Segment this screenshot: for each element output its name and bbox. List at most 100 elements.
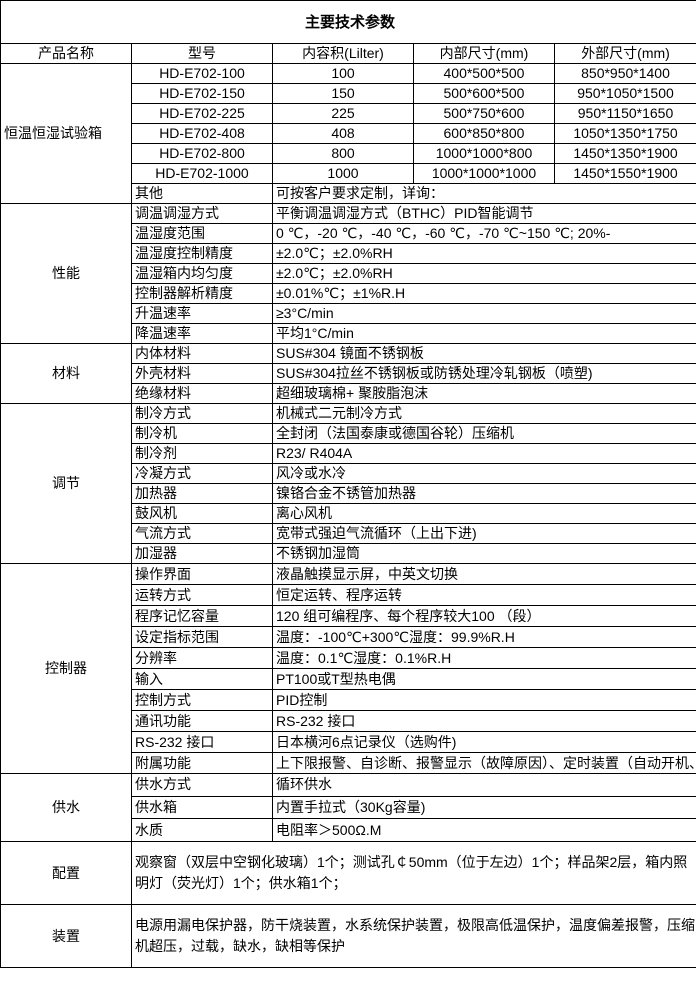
table-row: 供水 供水方式 循环供水	[0, 772, 696, 843]
row-value: 120 组可编程序、每个程序较大100 （段）	[271, 605, 696, 627]
table-row: 气流方式 宽带式强迫气流循环（上出下进)	[1, 523, 696, 544]
product-name: 恒温恒湿试验箱	[0, 63, 132, 204]
row-value: 内置手拉式（30Kg容量)	[271, 795, 696, 820]
row-label: 气流方式	[131, 523, 273, 544]
table-row: 材料 内体材料 SUS#304 镜面不锈钢板	[0, 343, 696, 404]
model-cell: 1450*1350*1900	[553, 143, 696, 164]
model-cell: 1000	[272, 163, 414, 184]
table-row: 温湿度控制精度 ±2.0℃；±2.0%RH	[1, 243, 696, 264]
model-cell: 850*950*1400	[553, 63, 696, 84]
row-label: 加湿器	[131, 543, 273, 564]
row-label: 调温调湿方式	[131, 203, 273, 224]
model-cell: 1000*1000*1000	[413, 163, 555, 184]
table-row: 其他 可按客户要求定制，详询：	[1, 183, 696, 204]
table-row: 外壳材料 SUS#304拉丝不锈钢板或防锈处理冷轧钢板（喷塑)	[1, 363, 696, 384]
section-label: 配置	[0, 841, 132, 906]
table-row: 调节 制冷方式 机械式二元制冷方式	[0, 403, 696, 564]
table-row: HD-E702-408 408 600*850*800 1050*1350*1750	[1, 123, 696, 144]
row-label: 加热器	[131, 483, 273, 504]
table-row: 附属功能上下限报警、自诊断、报警显示（故障原因）、定时装置（自动开机、关机）、相…	[1, 752, 696, 774]
column-header: 内部尺寸(mm)	[413, 43, 555, 64]
row-label: 供水方式	[131, 773, 273, 797]
table-row: 控制器 操作界面 液晶触摸显示屏，中英文切换	[0, 563, 696, 774]
row-label: 温湿度范围	[131, 223, 273, 244]
row-value: 电阻率＞500Ω.M	[271, 818, 696, 843]
table-row: 制冷机 全封闭（法国泰康或德国谷轮）压缩机	[1, 423, 696, 444]
row-label: 输入	[131, 668, 273, 690]
row-label: 附属功能	[131, 752, 273, 774]
header-row: 产品名称 型号 内容积(Lilter) 内部尺寸(mm) 外部尺寸(mm)	[0, 43, 696, 64]
row-label: 制冷剂	[131, 443, 273, 464]
table-row: 冷凝方式 风冷或水冷	[1, 463, 696, 484]
row-label: 运转方式	[131, 584, 273, 606]
row-label: 分辨率	[131, 647, 273, 669]
row-label: 程序记忆容量	[131, 605, 273, 627]
row-label: 内体材料	[131, 343, 273, 364]
row-value: 超细玻璃棉+ 聚胺脂泡沫	[271, 383, 696, 404]
row-label: 控制方式	[131, 689, 273, 711]
row-value: RS-232 接口	[271, 710, 696, 732]
row-label: 温湿度控制精度	[131, 243, 273, 264]
row-value: 可按客户要求定制，详询：	[271, 183, 696, 204]
row-value: 不锈钢加湿筒	[271, 543, 696, 564]
config-row: 配置 观察窗（双层中空钢化玻璃）1个；测试孔￠50mm（位于左边）1个；样品架2层…	[0, 841, 696, 906]
section-label: 供水	[0, 772, 132, 843]
spec-table: 主要技术参数 产品名称 型号 内容积(Lilter) 内部尺寸(mm) 外部尺寸(mm) 恒…	[0, 0, 696, 969]
row-value: 机械式二元制冷方式	[271, 403, 696, 424]
row-label: 绝缘材料	[131, 383, 273, 404]
row-value: ≥3°C/min	[271, 303, 696, 324]
model-cell: 408	[272, 123, 414, 144]
model-cell: HD-E702-1000	[131, 163, 273, 184]
row-value: ±2.0℃；±2.0%RH	[271, 263, 696, 284]
section-label: 性能	[0, 203, 132, 344]
column-header: 产品名称	[0, 43, 132, 64]
row-label: 制冷机	[131, 423, 273, 444]
model-cell: 1450*1550*1900	[553, 163, 696, 184]
row-value: 风冷或水冷	[271, 463, 696, 484]
page-title: 主要技术参数	[0, 0, 696, 44]
row-value: 全封闭（法国泰康或德国谷轮）压缩机	[271, 423, 696, 444]
row-label: 冷凝方式	[131, 463, 273, 484]
column-header: 外部尺寸(mm)	[553, 43, 696, 64]
model-cell: 225	[272, 103, 414, 124]
table-row: HD-E702-800 800 1000*1000*800 1450*1350*190…	[1, 143, 696, 164]
row-value: 平均1°C/min	[271, 323, 696, 344]
model-cell: 950*1150*1650	[553, 103, 696, 124]
row-label: 通讯功能	[131, 710, 273, 732]
config-text: 观察窗（双层中空钢化玻璃）1个；测试孔￠50mm（位于左边）1个；样品架2层，箱…	[130, 841, 696, 906]
row-label: 制冷方式	[131, 403, 273, 424]
row-value: 平衡调温调湿方式（BTHC）PID智能调节	[271, 203, 696, 224]
row-value: 温度：0.1℃湿度：0.1%R.H	[271, 647, 696, 669]
row-value: 0 ℃，-20 ℃，-40 ℃，-60 ℃，-70 ℃~150 ℃; 20%-	[271, 223, 696, 244]
row-label: 鼓风机	[131, 503, 273, 524]
table-row: 性能 调温调湿方式 平衡调温调湿方式（BTHC）PID智能调节	[0, 203, 696, 344]
model-cell: 400*500*500	[413, 63, 555, 84]
row-value: PID控制	[271, 689, 696, 711]
row-label: 温湿箱内均匀度	[131, 263, 273, 284]
row-label: 水质	[131, 818, 273, 843]
row-value: SUS#304 镜面不锈钢板	[271, 343, 696, 364]
row-label: 升温速率	[131, 303, 273, 324]
devices-text: 电源用漏电保护器，防干烧装置，水系统保护装置，极限高低温保护，温度偏差报警，压缩…	[130, 904, 696, 969]
row-value: 温度：-100℃+300℃湿度：99.9%R.H	[271, 626, 696, 648]
row-label: RS-232 接口	[131, 731, 273, 753]
table-row: 控制方式 PID控制	[1, 689, 696, 711]
model-cell: HD-E702-150	[131, 83, 273, 104]
table-row: 恒温恒湿试验箱 HD-E702-100 100 400*500*500 850*950*…	[0, 63, 696, 204]
row-value: R23/ R404A	[271, 443, 696, 464]
row-label: 设定指标范围	[131, 626, 273, 648]
row-value: 宽带式强迫气流循环（上出下进)	[271, 523, 696, 544]
model-cell: 1000*1000*800	[413, 143, 555, 164]
row-label: 外壳材料	[131, 363, 273, 384]
title-row: 主要技术参数	[0, 0, 696, 44]
model-cell: 950*1050*1500	[553, 83, 696, 104]
row-value: 日本横河6点记录仪（选购件)	[271, 731, 696, 753]
model-cell: 500*600*500	[413, 83, 555, 104]
table-row: HD-E702-1000 1000 1000*1000*1000 1450*1550*…	[1, 163, 696, 184]
row-label: 操作界面	[131, 563, 273, 585]
model-cell: 100	[272, 63, 414, 84]
row-value: 镍铬合金不锈管加热器	[271, 483, 696, 504]
model-cell: HD-E702-800	[131, 143, 273, 164]
row-label: 控制器解析精度	[131, 283, 273, 304]
row-value: 循环供水	[271, 773, 696, 797]
